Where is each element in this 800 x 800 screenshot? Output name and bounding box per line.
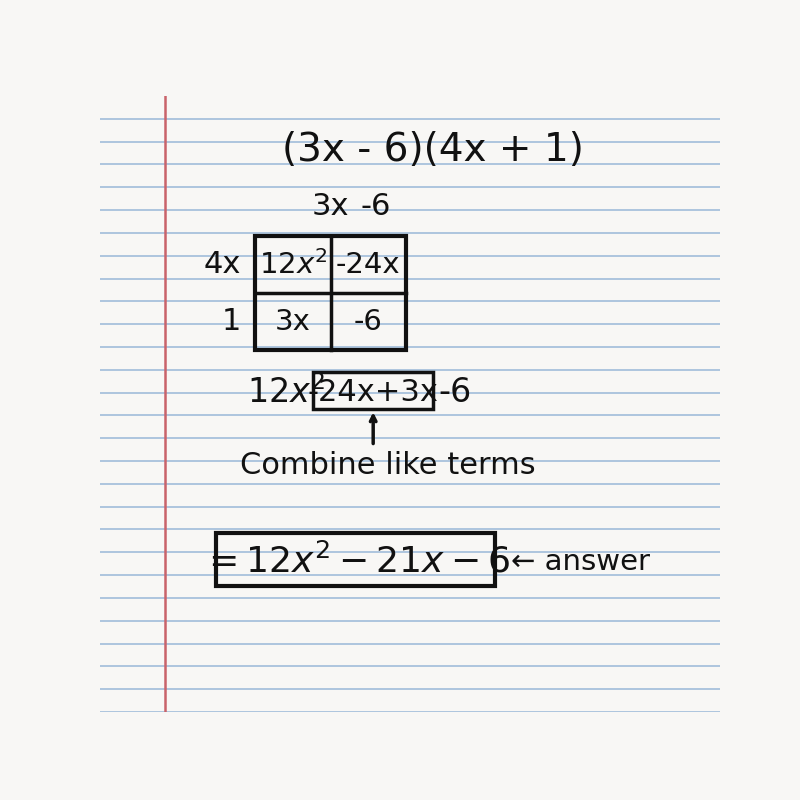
Text: -6: -6: [361, 192, 391, 222]
Text: $= 12x^2 - 21x - 6$: $= 12x^2 - 21x - 6$: [201, 544, 510, 580]
Text: $12x^2$: $12x^2$: [258, 250, 327, 279]
Text: -24x: -24x: [336, 250, 401, 278]
Text: (3x - 6)(4x + 1): (3x - 6)(4x + 1): [282, 131, 584, 169]
Text: Combine like terms: Combine like terms: [239, 451, 535, 480]
Text: -6: -6: [438, 376, 472, 409]
Text: -24x+3x: -24x+3x: [308, 378, 438, 407]
Text: 3x: 3x: [312, 192, 350, 222]
Bar: [216, 533, 495, 586]
Text: ← answer: ← answer: [510, 548, 650, 576]
Text: 3x: 3x: [275, 308, 310, 336]
Bar: [255, 236, 406, 350]
Text: $12x^2$: $12x^2$: [247, 375, 326, 410]
Text: 1: 1: [222, 307, 242, 336]
Text: 4x: 4x: [204, 250, 241, 279]
Bar: [313, 373, 434, 410]
Text: -6: -6: [354, 308, 382, 336]
